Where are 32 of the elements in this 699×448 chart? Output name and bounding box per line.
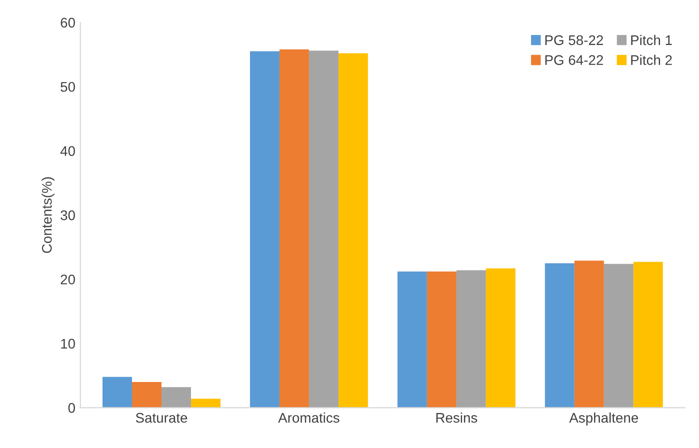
y-axis-title: Contents(%) (42, 177, 55, 253)
legend-label: Pitch 1 (631, 34, 672, 46)
legend-label: Pitch 2 (631, 54, 672, 65)
x-tick-label: Resins (436, 412, 478, 423)
legend-label: PG 58-22 (545, 35, 603, 46)
bar (426, 272, 456, 408)
x-tick-label: Aromatics (278, 412, 340, 423)
x-tick-label: Asphaltene (569, 412, 638, 426)
bar (190, 398, 220, 408)
x-tick-label: Saturate (136, 412, 188, 423)
y-tick-label: 40 (60, 146, 75, 156)
bar (132, 382, 162, 408)
bar (544, 263, 574, 408)
bar (574, 260, 604, 408)
bar (397, 272, 427, 408)
y-tick-label: 20 (60, 274, 75, 284)
bar (456, 270, 486, 408)
y-tick-label: 10 (61, 338, 75, 349)
y-tick-label: 50 (60, 82, 75, 92)
bar (604, 264, 634, 408)
bar (486, 268, 516, 408)
legend-label: PG 64-22 (545, 55, 603, 65)
bar (308, 50, 338, 408)
bar (102, 376, 132, 408)
bar (338, 53, 368, 408)
y-tick-label: 30 (60, 210, 75, 220)
y-tick-label: 0 (68, 403, 75, 413)
bar (279, 49, 309, 408)
bar (250, 51, 280, 408)
bar (633, 262, 663, 408)
bar (161, 387, 191, 408)
y-tick-label: 60 (60, 18, 75, 28)
